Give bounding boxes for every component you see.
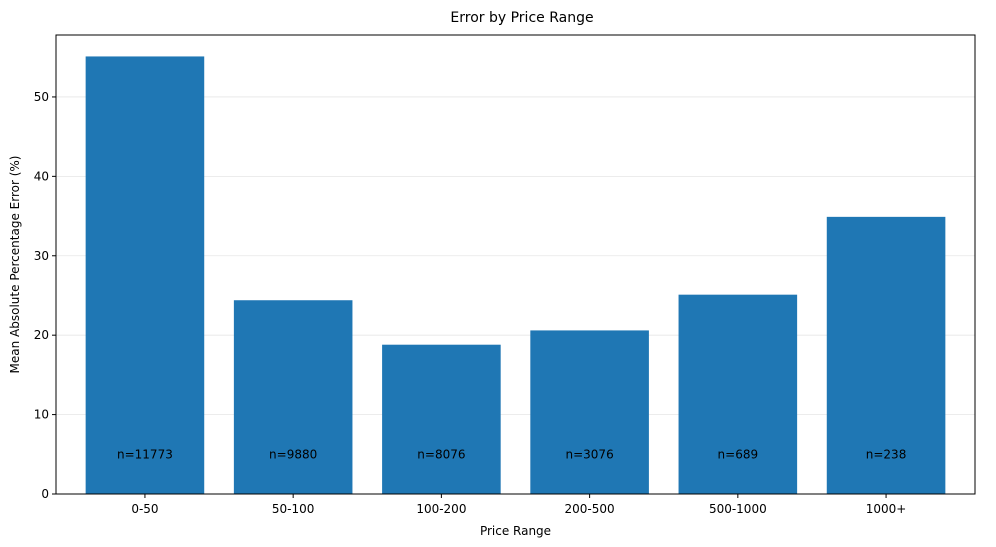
y-axis: 0 10 20 30 40 50 (34, 90, 56, 501)
x-axis-label: Price Range (480, 524, 551, 538)
y-axis-label: Mean Absolute Percentage Error (%) (8, 156, 22, 374)
bar-100-200 (382, 344, 501, 494)
x-tick-label: 200-500 (565, 502, 615, 516)
bar-count-labels: n=11773 n=9880 n=8076 n=3076 n=689 n=238 (117, 447, 906, 461)
x-tick-label: 50-100 (272, 502, 315, 516)
grid-lines (56, 96, 975, 415)
bar-count-label: n=11773 (117, 447, 173, 461)
y-tick-label: 20 (34, 328, 49, 342)
y-tick-label: 10 (34, 408, 49, 422)
bar-count-label: n=3076 (566, 447, 614, 461)
bar-0-50 (85, 56, 205, 495)
bar-count-label: n=9880 (269, 447, 317, 461)
bar-1000+ (826, 216, 946, 494)
bar-count-label: n=8076 (417, 447, 465, 461)
y-tick-label: 50 (34, 90, 49, 104)
x-tick-label: 1000+ (866, 502, 907, 516)
x-tick-label: 100-200 (416, 502, 466, 516)
bar-200-500 (530, 330, 649, 494)
bars (85, 56, 946, 495)
bar-50-100 (233, 300, 353, 494)
y-tick-label: 30 (34, 249, 49, 263)
x-tick-label: 0-50 (131, 502, 158, 516)
chart-title: Error by Price Range (450, 10, 593, 26)
x-tick-label: 500-1000 (709, 502, 767, 516)
y-tick-label: 0 (41, 487, 49, 501)
bar-count-label: n=238 (866, 447, 907, 461)
bar-500-1000 (678, 294, 798, 494)
y-tick-label: 40 (34, 169, 49, 183)
plot-frame (55, 34, 976, 495)
bar-count-label: n=689 (718, 447, 759, 461)
x-axis: 0-50 50-100 100-200 200-500 500-1000 1000+ (131, 494, 906, 516)
